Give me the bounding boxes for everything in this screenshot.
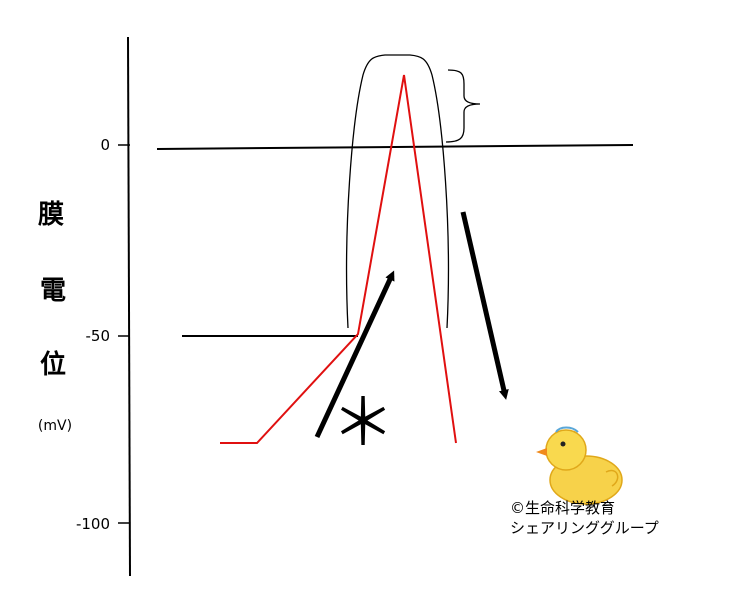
zero-baseline <box>156 144 634 150</box>
asterisk-annotation: ＊ <box>331 387 395 461</box>
tick-label-minus-100: -100 <box>76 515 110 533</box>
tick-label-0: 0 <box>100 136 110 154</box>
action-potential-trace <box>220 74 457 444</box>
y-axis-title-char-3: 位 <box>40 349 66 380</box>
credit-line-1: ©生命科学教育 <box>510 499 615 517</box>
y-axis-line <box>127 36 131 577</box>
tick-label-minus-50: -50 <box>86 327 111 345</box>
y-axis-title-char-2: 電 <box>40 276 66 306</box>
down-arrow-icon <box>460 211 509 400</box>
credit-line-2: シェアリンググループ <box>510 519 659 537</box>
y-axis-title-char-1: 膜 <box>38 200 64 230</box>
chick-illustration-icon <box>536 426 623 505</box>
envelope-curve <box>345 54 450 329</box>
up-arrow-icon <box>314 270 395 439</box>
curly-brace-icon <box>445 69 481 143</box>
y-axis-unit: (mV) <box>38 418 72 434</box>
